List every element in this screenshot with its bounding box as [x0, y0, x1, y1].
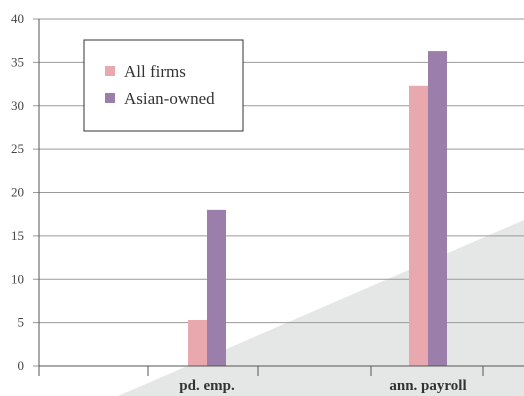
legend-box [83, 39, 244, 132]
legend-swatch-all-firms [105, 66, 115, 76]
bar-pd-emp--all-firms [188, 320, 207, 366]
legend: All firms Asian-owned [83, 39, 244, 132]
x-category-label-ann-payroll: ann. payroll [389, 378, 466, 394]
x-category-label-pd-emp-: pd. emp. [179, 378, 235, 394]
y-tick-label-0: 0 [18, 358, 25, 373]
tick-labels: 0 5 10 15 20 25 30 35 40 pd. emp. ann. payroll [11, 11, 467, 394]
y-tick-label-25: 25 [11, 141, 24, 156]
bar-ann-payroll-all-firms [409, 85, 428, 367]
y-tick-label-20: 20 [11, 185, 24, 200]
legend-label-asian-owned: Asian-owned [124, 89, 215, 108]
legend-swatch-asian-owned [105, 93, 115, 103]
bars [188, 51, 447, 367]
y-tick-label-5: 5 [18, 315, 25, 330]
bar-ann-payroll-asian-owned [428, 51, 447, 366]
y-tick-label-10: 10 [11, 271, 24, 286]
y-tick-label-30: 30 [11, 98, 24, 113]
y-tick-label-15: 15 [11, 228, 24, 243]
bar-pd-emp--asian-owned [207, 209, 226, 366]
y-tick-label-40: 40 [11, 11, 24, 26]
background-shape [118, 220, 524, 396]
legend-label-all-firms: All firms [124, 62, 186, 81]
y-tick-label-35: 35 [11, 54, 24, 69]
axes [38, 19, 524, 376]
